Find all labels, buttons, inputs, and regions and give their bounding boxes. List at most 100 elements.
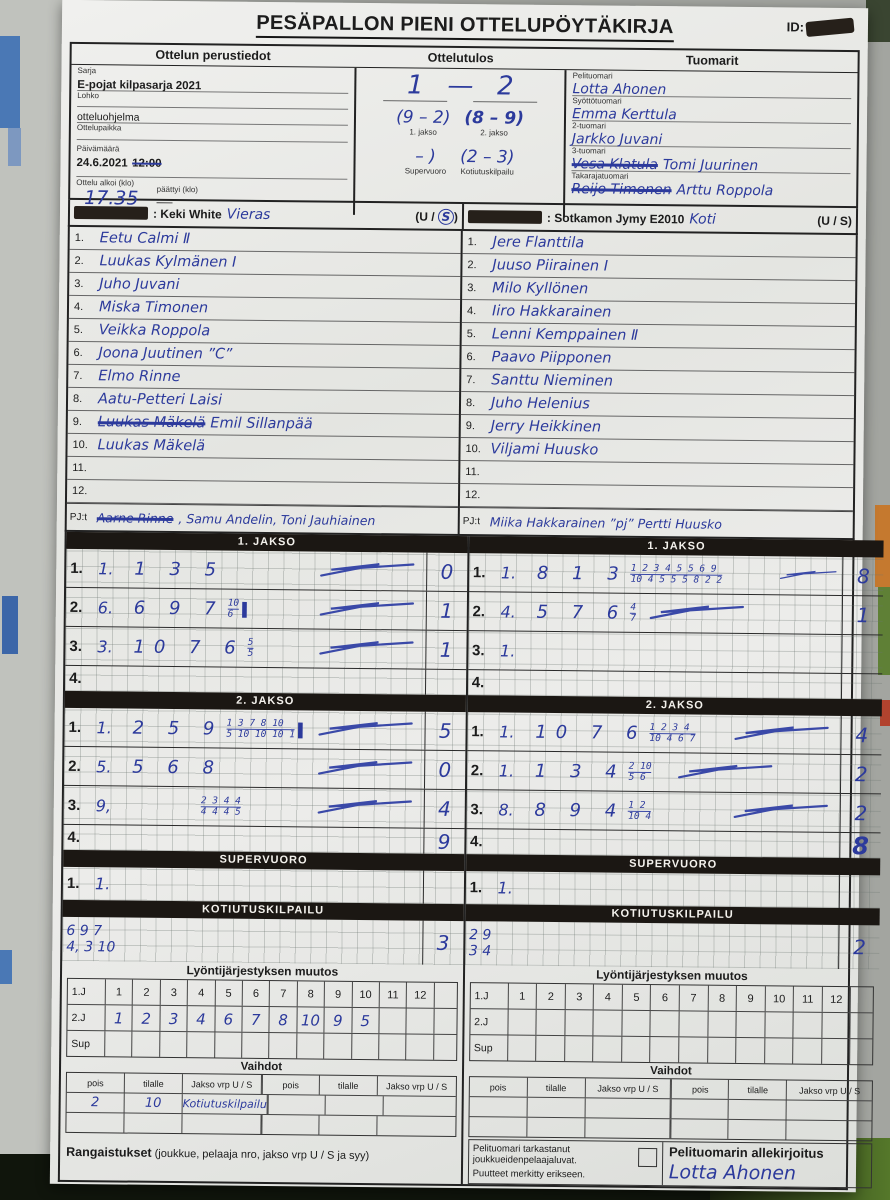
player-name: Luukas Mäkelä — [97, 437, 206, 455]
lyonti-table: 1.J 1 2 3 4 5 6 7 8 9 10 11 12 2.J 1 2 3 4 6 7 8 10 9 5 Sup — [66, 977, 458, 1062]
result-cell: 2 — [838, 924, 880, 970]
player-name: Elmo Rinne — [98, 368, 181, 386]
score-row: 3. 1. — [467, 631, 883, 675]
team-away-name: : Sotkamon Jymy E2010 — [546, 210, 685, 226]
player-name: Juho Helenius — [490, 395, 590, 413]
tape-blue-low-icon — [0, 950, 12, 984]
team-away: : Sotkamon Jymy E2010 Koti (U / S) — [464, 204, 856, 233]
player-name: Santtu Nieminen — [491, 372, 614, 390]
result-cell: 0 — [425, 552, 468, 592]
koti-score: (2 – 3) — [460, 146, 515, 168]
strike-squiggle — [317, 800, 412, 814]
match-title: PESÄPALLON PIENI OTTELUPÖYTÄKIRJA — [256, 11, 674, 43]
koti-row-home: 6 9 7 4, 3 10 3 — [62, 917, 464, 966]
patch-green-right — [878, 587, 890, 675]
player-name: Jere Flanttila — [492, 234, 585, 252]
lyonti-home: Lyöntijärjestyksen muutos 1.J 1 2 3 4 5 6 7 8 9 10… — [61, 961, 463, 1062]
result-cell — [422, 870, 464, 905]
pjt-row-home: PJ:t Aarne Rinne, Samu Andelin, Toni Jauh… — [66, 502, 458, 534]
signature-value: Lotta Ahonen — [668, 1161, 797, 1185]
player-name: Paavo Piipponen — [491, 349, 612, 367]
lyonti-away: Lyöntijärjestyksen muutos 1.J 1 2 3 4 5 6 7 8 9 10… — [464, 965, 880, 1066]
signature-label: Pelituomarin allekirjoitus — [668, 1144, 824, 1161]
strike-squiggle — [318, 641, 414, 655]
strike-squiggle — [317, 761, 413, 775]
result-cell: 1 — [425, 591, 467, 631]
main-result-away: 2 — [473, 71, 538, 103]
field-label-ottelupaikka: Ottelupaikka — [76, 122, 122, 133]
main-result-dash: — — [447, 70, 474, 102]
field-value-paivamaara: 24.6.2021 — [76, 156, 128, 170]
result-cell: 0 — [423, 750, 466, 790]
super-score: – ) — [415, 146, 436, 167]
player-name: Luukas Mäkelä Emil Sillanpää — [97, 414, 313, 433]
jakso2-label: 2. jakso — [480, 128, 508, 138]
strike-squiggle — [649, 605, 745, 620]
field-value-time-struck: 12:00 — [132, 157, 162, 170]
player-name: Milo Kyllönen — [492, 280, 589, 298]
scoresheet: PESÄPALLON PIENI OTTELUPÖYTÄKIRJA ID: Ot… — [49, 0, 884, 1193]
player-name: Miska Timonen — [98, 299, 209, 317]
player-name: Eetu Calmi Ⅱ — [99, 230, 191, 248]
away-us-mark: (U / S) — [817, 213, 853, 228]
result-cell: 8 — [839, 832, 881, 860]
top-info-table: Ottelun perustiedot Ottelutulos Tuomarit… — [68, 41, 860, 218]
tape-blue-top-icon — [0, 36, 20, 128]
roster-away: 1. Jere Flanttila 2. Juuso Piirainen I 3. M… — [459, 231, 856, 539]
result-cell: 1 — [841, 596, 884, 635]
away-label-redaction — [467, 210, 543, 224]
strike-squiggle — [734, 726, 829, 741]
field-label-paivamaara: Päivämäärä — [76, 143, 120, 154]
result-cell: 1 — [424, 630, 467, 670]
result-cell: 3 — [421, 920, 464, 966]
player-name: Viljami Huusko — [490, 441, 599, 459]
checkbox — [637, 1147, 658, 1168]
team-home-name: : Keki White — [152, 206, 222, 221]
tape-blue-2-icon — [8, 128, 21, 166]
strike-squiggle — [318, 722, 413, 736]
result-cell: 5 — [424, 711, 466, 751]
result-cell: 8 — [842, 557, 884, 596]
team-home-handwritten: Vieras — [226, 206, 271, 223]
player-name: Juuso Piirainen I — [492, 257, 609, 275]
strike-squiggle — [319, 563, 415, 577]
result-cell — [841, 635, 883, 674]
result-cell: 4 — [840, 716, 882, 755]
strike-squiggle — [319, 602, 414, 616]
id-label: ID: — [786, 19, 805, 35]
referees-panel: Pelituomari Lotta Ahonen Syöttötuomari Emm… — [565, 70, 857, 220]
jakso2-score: (8 – 9) — [464, 108, 525, 129]
rosters: 1. Eetu Calmi Ⅱ 2. Luukas Kylmänen I 3. Juh… — [64, 226, 858, 541]
koti-entries: 6 9 7 4, 3 10 — [66, 922, 116, 956]
strike-squiggle — [780, 570, 837, 580]
player-name: Luukas Kylmänen I — [99, 253, 237, 271]
team-away-handwritten: Koti — [689, 210, 717, 228]
result-cell: 2 — [840, 755, 882, 794]
result-cell: 4 — [423, 789, 465, 829]
super-row-away: 1. 1. — [465, 871, 881, 909]
referee-name: Reijo Timonen Arttu Roppola — [571, 181, 774, 200]
signature-block: Pelituomari tarkastanut joukkueidenpelaa… — [467, 1139, 873, 1189]
result-cell — [838, 874, 881, 909]
super-row-home: 1. 1. — [63, 867, 464, 905]
pjt-row-away: PJ:t Miika Hakkarainen ”pj” Pertti Huusko — [459, 507, 853, 539]
section-referees-header: Tuomarit — [685, 53, 739, 68]
koti-label: Kotiutuskilpailu — [460, 166, 514, 177]
basic-info-fields: Sarja E-pojat kilpasarja 2021 Lohko otte… — [70, 65, 354, 215]
